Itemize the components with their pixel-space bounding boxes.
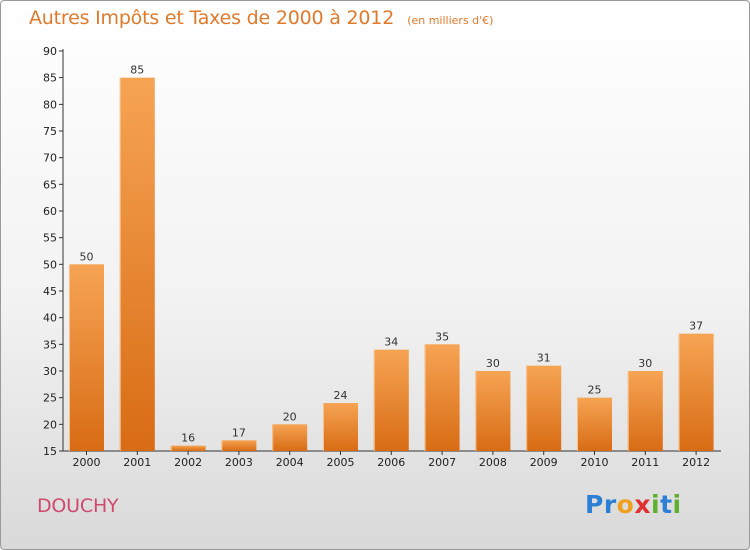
x-tick-label: 2000 [73,456,101,469]
data-label: 16 [181,432,195,445]
bar [424,344,460,451]
bar [627,371,663,451]
y-tick-label: 30 [43,365,57,378]
location-name: DOUCHY [37,495,119,517]
data-label: 17 [232,426,246,439]
bar [170,445,206,451]
bar [323,403,358,451]
x-tick-label: 2012 [682,456,710,469]
x-tick-label: 2011 [631,456,659,469]
brand-logo[interactable]: Proxiti [585,490,682,519]
data-label: 31 [537,352,551,365]
bar [119,77,155,452]
x-tick-label: 2006 [377,456,405,469]
data-label: 24 [334,389,348,402]
y-tick-label: 55 [43,232,57,245]
brand-letter: i [651,490,661,519]
y-tick-label: 85 [43,72,57,85]
brand-letter: o [616,490,635,519]
chart-title: Autres Impôts et Taxes de 2000 à 2012 [29,7,395,29]
data-label: 34 [384,336,398,349]
chart-bars [69,77,714,452]
x-tick-label: 2002 [174,456,202,469]
y-tick-label: 65 [43,178,57,191]
data-label: 30 [638,357,652,370]
bar [526,365,562,451]
bar [577,397,612,451]
y-tick-label: 90 [43,45,57,58]
brand-letter: t [660,490,673,519]
bar [475,371,511,451]
bar [373,349,409,451]
x-tick-label: 2005 [327,456,355,469]
brand-letter: i [672,490,682,519]
x-tick-label: 2008 [479,456,507,469]
x-tick-label: 2001 [123,456,151,469]
data-label: 85 [130,64,144,77]
y-tick-label: 35 [43,338,57,351]
data-label: 30 [486,357,500,370]
chart-labels: 2000 50 2001 85 2002 16 2003 17 2004 20 2005 24 2006… [73,64,711,469]
data-label: 35 [435,330,449,343]
bar [678,333,714,451]
y-tick-label: 70 [43,152,57,165]
y-tick-label: 60 [43,205,57,218]
y-tick-label: 50 [43,258,57,271]
data-label: 37 [689,320,703,333]
brand-letter: x [634,490,651,519]
x-tick-label: 2003 [225,456,253,469]
data-label: 50 [80,250,94,263]
brand-letter: P [585,490,604,519]
y-tick-label: 15 [43,445,57,458]
bar [221,440,257,451]
y-tick-label: 80 [43,98,57,111]
y-tick-label: 25 [43,392,57,405]
y-tick-label: 20 [43,418,57,431]
x-tick-label: 2009 [530,456,558,469]
x-tick-label: 2010 [581,456,609,469]
data-label: 25 [588,384,602,397]
bar [69,264,104,451]
y-tick-label: 75 [43,125,57,138]
title-block: Autres Impôts et Taxes de 2000 à 2012 (e… [29,7,493,29]
y-tick-label: 45 [43,285,57,298]
brand-letter: r [603,490,617,519]
chart-subtitle: (en milliers d'€) [407,14,494,27]
y-tick-label: 40 [43,312,57,325]
x-tick-label: 2007 [428,456,456,469]
bar [272,424,308,451]
data-label: 20 [283,410,297,423]
x-tick-label: 2004 [276,456,304,469]
